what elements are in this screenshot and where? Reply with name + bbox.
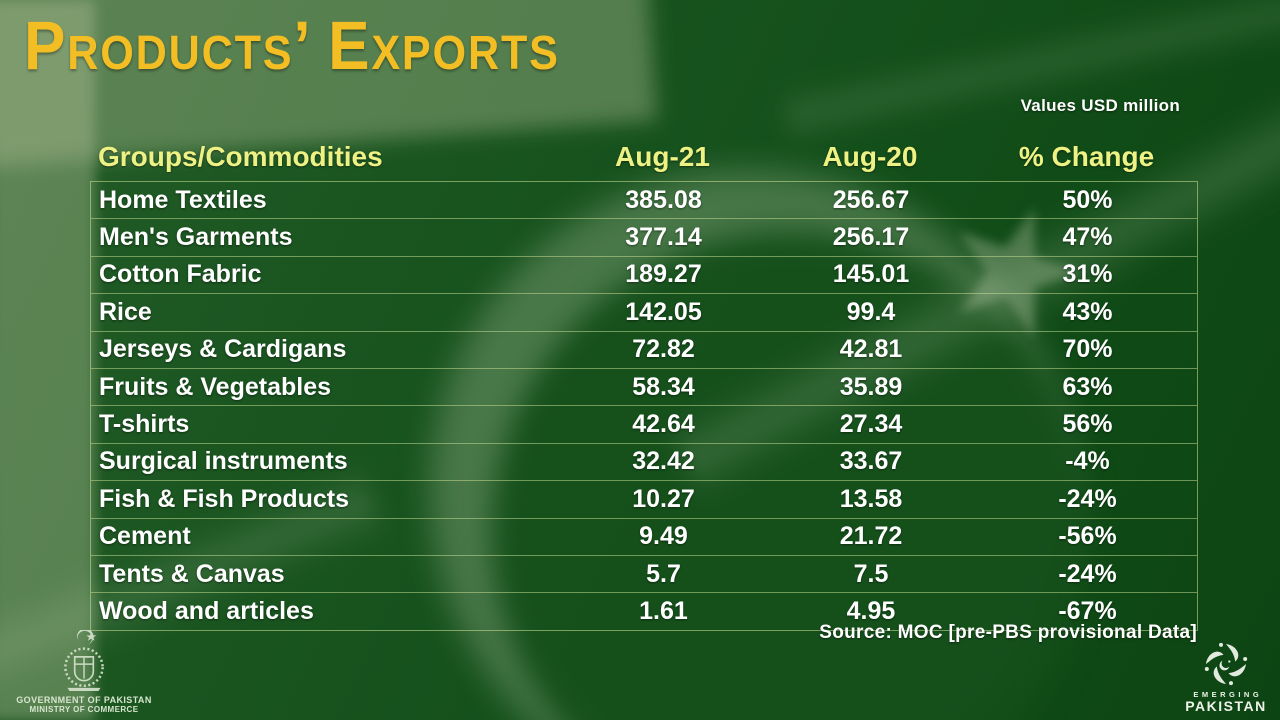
aug21-cell: 42.64 <box>632 410 695 439</box>
aug21-cell: 377.14 <box>625 223 702 252</box>
aug20-cell: 256.17 <box>832 223 910 252</box>
table-row: Fruits & Vegetables 58.34 35.89 63% <box>91 369 1197 407</box>
change-cell: -4% <box>1065 447 1110 476</box>
flag-fold-highlight <box>779 0 1280 148</box>
aug20-cell: 256.67 <box>832 185 910 214</box>
commodity-cell: Men's Garments <box>99 223 293 252</box>
table-header-row: Groups/Commodities Aug-21 Aug-20 % Chang… <box>90 133 1198 181</box>
change-cell: 50% <box>1062 185 1113 214</box>
aug21-cell: 72.82 <box>632 335 695 364</box>
aug20-cell: 27.34 <box>839 410 903 439</box>
source-note: Source: MOC [pre-PBS provisional Data] <box>819 622 1197 643</box>
emerging-label: EMERGING <box>1193 690 1263 699</box>
aug21-cell: 58.34 <box>632 372 695 401</box>
flag-hoist-band <box>0 0 95 720</box>
aug20-cell: 7.5 <box>853 559 889 588</box>
header-aug21: Aug-21 <box>615 141 710 172</box>
pakistan-emblem-icon <box>64 630 104 691</box>
aug21-cell: 385.08 <box>625 185 702 214</box>
commodity-cell: Cement <box>99 522 191 551</box>
table-row: Jerseys & Cardigans 72.82 42.81 70% <box>91 332 1197 369</box>
pakistan-label: PAKISTAN <box>1185 698 1267 714</box>
ministry-label: MINISTRY OF COMMERCE <box>29 705 139 714</box>
commodity-cell: Tents & Canvas <box>99 559 285 588</box>
commodity-cell: Fruits & Vegetables <box>99 372 332 401</box>
commodity-cell: Home Textiles <box>99 185 267 214</box>
table-row: Tents & Canvas 5.7 7.5 -24% <box>91 556 1197 594</box>
aug21-cell: 1.61 <box>639 596 688 625</box>
emerging-pakistan-logo-icon <box>1204 642 1248 686</box>
government-label: GOVERNMENT OF PAKISTAN <box>16 695 152 705</box>
commodity-cell: Rice <box>99 297 152 326</box>
aug20-cell: 99.4 <box>846 297 896 326</box>
change-cell: 70% <box>1062 335 1113 364</box>
aug21-cell: 5.7 <box>646 559 681 588</box>
table-row: Rice 142.05 99.4 43% <box>91 294 1197 332</box>
table-row: T-shirts 42.64 27.34 56% <box>91 406 1197 444</box>
aug21-cell: 142.05 <box>625 297 702 326</box>
aug20-cell: 33.67 <box>839 447 903 476</box>
aug20-cell: 13.58 <box>839 484 903 513</box>
table-row: Wood and articles 1.61 4.95 -67% <box>91 593 1197 629</box>
header-commodities: Groups/Commodities <box>98 141 383 172</box>
emerging-pakistan-footer: EMERGING PAKISTAN <box>1180 639 1272 714</box>
change-cell: -56% <box>1058 522 1117 551</box>
aug21-cell: 189.27 <box>625 260 702 289</box>
exports-table: Groups/Commodities Aug-21 Aug-20 % Chang… <box>90 133 1198 631</box>
commodity-cell: Jerseys & Cardigans <box>99 335 347 364</box>
header-aug20: Aug-20 <box>822 141 918 172</box>
commodity-cell: Surgical instruments <box>99 447 348 476</box>
change-cell: 43% <box>1062 297 1113 326</box>
change-cell: 63% <box>1062 372 1113 401</box>
table-row: Men's Garments 377.14 256.17 47% <box>91 219 1197 257</box>
table-row: Fish & Fish Products 10.27 13.58 -24% <box>91 481 1197 519</box>
table-row: Cement 9.49 21.72 -56% <box>91 519 1197 556</box>
unit-note: Values USD million <box>1020 96 1180 115</box>
commodity-cell: Fish & Fish Products <box>99 484 350 513</box>
aug20-cell: 21.72 <box>839 522 903 551</box>
aug20-cell: 42.81 <box>839 335 903 364</box>
aug20-cell: 35.89 <box>839 372 903 401</box>
change-cell: -24% <box>1058 559 1117 588</box>
change-cell: -67% <box>1058 596 1117 625</box>
aug21-cell: 10.27 <box>632 484 695 513</box>
table-row: Home Textiles 385.08 256.67 50% <box>91 182 1197 220</box>
change-cell: 47% <box>1062 223 1113 252</box>
page-title: Products’ Exports <box>24 7 560 84</box>
government-footer: GOVERNMENT OF PAKISTAN MINISTRY OF COMME… <box>14 630 154 714</box>
table-row: Surgical instruments 32.42 33.67 -4% <box>91 444 1197 482</box>
commodity-cell: T-shirts <box>99 410 190 439</box>
change-cell: 31% <box>1062 260 1113 289</box>
change-cell: 56% <box>1062 410 1113 439</box>
aug21-cell: 32.42 <box>632 447 695 476</box>
table-body: Home Textiles 385.08 256.67 50% Men's Ga… <box>90 181 1198 631</box>
commodity-cell: Wood and articles <box>99 596 314 625</box>
commodity-cell: Cotton Fabric <box>99 260 262 289</box>
change-cell: -24% <box>1058 484 1117 513</box>
aug20-cell: 4.95 <box>846 596 896 625</box>
table-row: Cotton Fabric 189.27 145.01 31% <box>91 257 1197 295</box>
aug21-cell: 9.49 <box>639 522 688 551</box>
header-change: % Change <box>1018 141 1155 172</box>
aug20-cell: 145.01 <box>832 260 910 289</box>
